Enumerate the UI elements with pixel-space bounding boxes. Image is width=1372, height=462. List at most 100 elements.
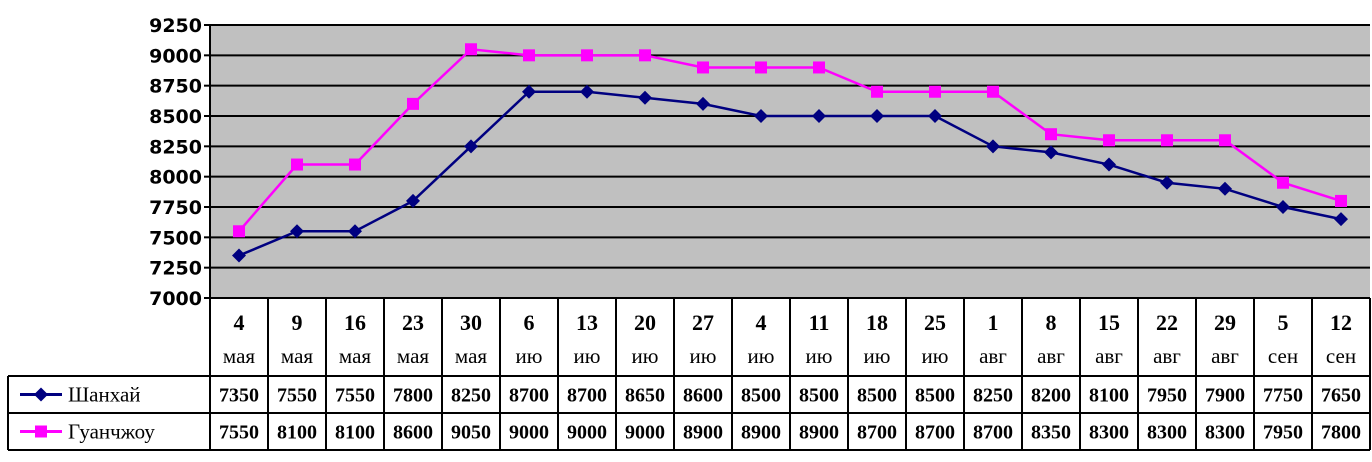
table-cell-value: 8300 [1205,422,1245,444]
x-tick-label-day: 13 [576,310,598,335]
x-tick-label-month: авг [979,344,1007,368]
x-tick-label-month: мая [455,344,487,368]
table-cell-value: 8300 [1147,422,1187,444]
x-tick-label-day: 15 [1098,310,1120,335]
table-cell-value: 8700 [509,385,549,407]
data-point [580,84,594,99]
y-tick-label: 8250 [149,136,202,158]
table-cell-value: 7950 [1263,422,1303,444]
table-cell-value: 8900 [683,422,723,444]
data-point [1276,200,1290,214]
x-tick-label-month: ию [748,344,775,368]
table-cell-value: 7550 [219,422,259,444]
x-tick-label-day: 27 [692,310,714,335]
x-tick-label-month: авг [1037,344,1065,368]
data-point [928,109,942,123]
table-cell-value: 8250 [973,385,1013,407]
x-tick-label-day: 23 [402,310,424,335]
x-tick-label-day: 6 [524,310,535,335]
data-point [522,84,536,99]
data-point [581,49,593,62]
table-cell-value: 8100 [1089,385,1129,407]
x-tick-label-day: 4 [234,310,245,335]
y-tick-label: 7000 [149,288,202,310]
series-name: Гуанчжоу [68,420,155,444]
table-cell-value: 8300 [1089,422,1129,444]
y-tick-label: 8750 [149,76,202,98]
series-line-0 [238,90,1342,257]
x-tick-label-day: 8 [1046,310,1057,335]
series-line-1 [238,47,1342,233]
data-point [291,158,303,171]
data-point [1102,157,1116,172]
y-tick-label: 8500 [149,106,202,128]
table-cell-value: 8600 [393,422,433,444]
x-tick-label-day: 29 [1214,310,1236,335]
data-point [697,61,709,74]
legend-key-marker [35,425,47,438]
table-cell-value: 8500 [915,385,955,407]
table-cell-value: 8200 [1031,385,1071,407]
data-point [929,85,941,98]
table-cell-value: 7950 [1147,385,1187,407]
data-point [1335,194,1347,207]
table-cell-value: 9000 [509,422,549,444]
table-cell-value: 9000 [567,422,607,444]
table-cell-value: 8250 [451,385,491,407]
data-point [465,43,477,56]
data-point [406,193,420,208]
table-cell-value: 8350 [1031,422,1071,444]
x-tick-label-month: ию [806,344,833,368]
table-cell-value: 7800 [1321,422,1361,444]
data-point [233,225,245,238]
table-cell-value: 8700 [973,422,1013,444]
y-tick-label: 7250 [149,258,202,280]
table-cell-value: 8600 [683,385,723,407]
x-tick-label-month: мая [339,344,371,368]
table-cell-value: 7800 [393,385,433,407]
y-tick-label: 8000 [149,167,202,189]
data-point [813,61,825,74]
series-name: Шанхай [68,383,141,407]
data-point [1334,212,1348,227]
plot-area [210,25,1370,298]
x-tick-label-month: сен [1326,344,1356,368]
x-tick-label-month: ию [922,344,949,368]
data-point [232,248,246,263]
x-tick-label-month: сен [1268,344,1298,368]
y-tick-label: 7750 [149,197,202,219]
series-lines [232,43,1348,263]
data-point [986,139,1000,154]
data-point [755,61,767,74]
x-tick-label-day: 16 [344,310,366,335]
table-cell-value: 7750 [1263,385,1303,407]
data-point [812,109,826,123]
x-tick-label-month: мая [223,344,255,368]
data-point [754,109,768,123]
table-cell-value: 8500 [741,385,781,407]
table-cell-value: 9000 [625,422,665,444]
data-point [987,85,999,98]
data-point [1277,176,1289,189]
x-tick-label-month: ию [574,344,601,368]
data-table: 4 мая 9 мая 16 мая 23 мая 30 мая 6 ию 13 ию 20 ию 27 ию 4 и… [7,297,1371,451]
data-point [464,139,478,154]
data-point [348,224,362,239]
table-cell-value: 8500 [799,385,839,407]
x-tick-label-day: 11 [809,310,830,335]
y-tick-label: 9000 [149,45,202,67]
data-point [1160,175,1174,190]
data-point [639,49,651,62]
data-point [871,85,883,98]
table-cell-value: 8900 [799,422,839,444]
table-cell-value: 8500 [857,385,897,407]
x-tick-label-month: ию [864,344,891,368]
data-point [349,158,361,171]
x-tick-label-month: ию [690,344,717,368]
data-point [696,96,710,111]
x-tick-label-day: 25 [924,310,946,335]
table-cell-value: 8100 [277,422,317,444]
x-tick-label-month: авг [1211,344,1239,368]
x-tick-label-day: 5 [1278,310,1289,335]
